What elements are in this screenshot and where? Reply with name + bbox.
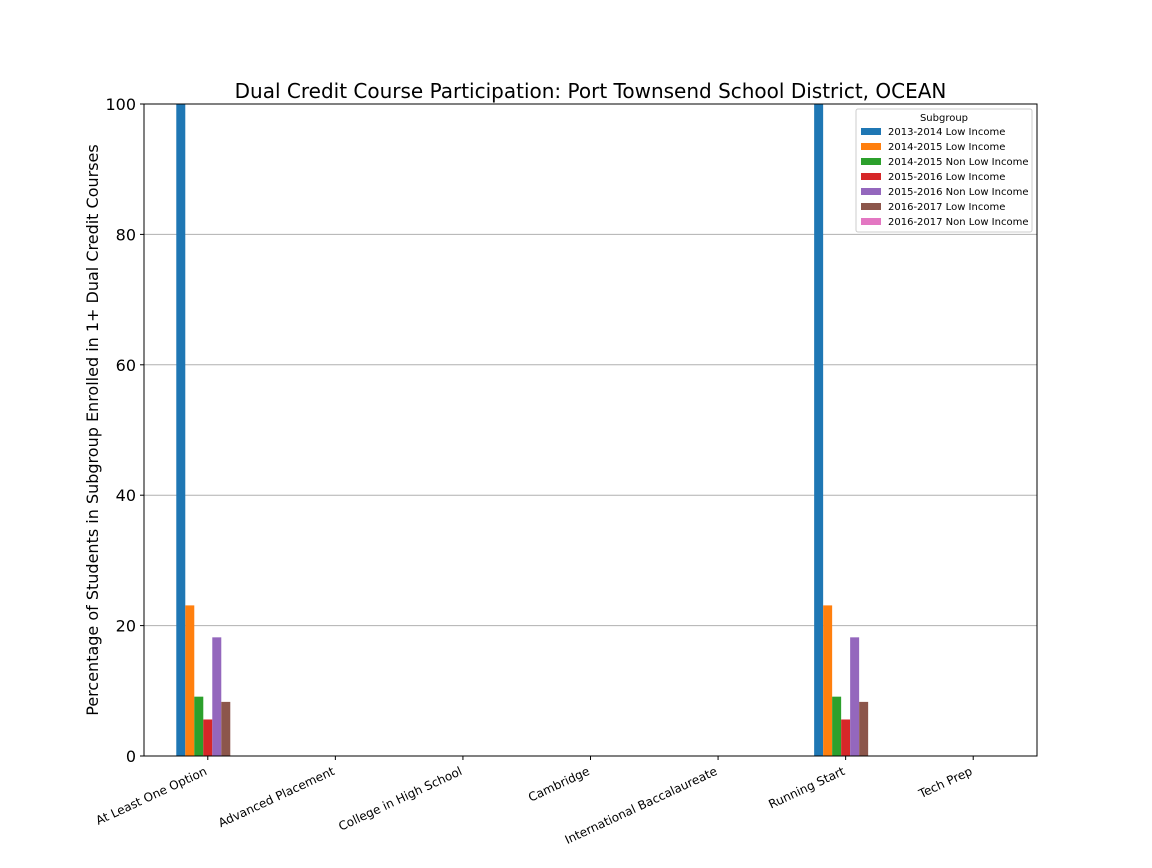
legend-label: 2015-2016 Non Low Income xyxy=(888,187,1028,198)
bar xyxy=(859,701,869,756)
bar xyxy=(194,696,204,756)
legend-swatch xyxy=(861,203,881,210)
bar xyxy=(221,701,231,756)
x-axis-ticks: At Least One Option Advanced Placement Col… xyxy=(94,756,975,847)
legend-label: 2014-2015 Low Income xyxy=(888,142,1005,153)
x-tick-label: Advanced Placement xyxy=(216,764,337,830)
legend-label: 2014-2015 Non Low Income xyxy=(888,157,1028,168)
bar xyxy=(212,637,222,756)
y-axis-label: Percentage of Students in Subgroup Enrol… xyxy=(83,144,102,715)
y-tick-label: 80 xyxy=(116,225,136,244)
x-tick-label: Running Start xyxy=(766,764,847,812)
bar xyxy=(176,104,186,756)
bar xyxy=(850,637,860,756)
legend-swatch xyxy=(861,188,881,195)
y-tick-label: 0 xyxy=(126,747,136,766)
legend-title: Subgroup xyxy=(920,113,968,124)
bar xyxy=(814,104,824,756)
chart-title: Dual Credit Course Participation: Port T… xyxy=(235,79,947,103)
y-tick-label: 40 xyxy=(116,486,136,505)
x-tick-label: Cambridge xyxy=(526,764,592,805)
legend-label: 2016-2017 Non Low Income xyxy=(888,217,1028,228)
y-axis-ticks: 0 20 40 60 80 100 xyxy=(105,95,144,766)
y-tick-label: 100 xyxy=(105,95,136,114)
gridlines xyxy=(144,233,1037,627)
legend-label: 2016-2017 Low Income xyxy=(888,202,1005,213)
legend-swatch xyxy=(861,218,881,225)
y-tick-label: 20 xyxy=(116,617,136,636)
x-tick-label: College in High School xyxy=(336,764,464,834)
bar xyxy=(841,719,851,756)
legend-swatch xyxy=(861,143,881,150)
legend-swatch xyxy=(861,128,881,135)
legend: Subgroup 2013-2014 Low Income 2014-2015 L… xyxy=(855,108,1033,233)
bar xyxy=(832,696,842,756)
x-tick-label: Tech Prep xyxy=(916,764,975,801)
legend-swatch xyxy=(861,158,881,165)
legend-label: 2013-2014 Low Income xyxy=(888,127,1005,138)
bars xyxy=(176,104,869,756)
y-tick-label: 60 xyxy=(116,356,136,375)
bar xyxy=(823,605,833,756)
legend-items: 2013-2014 Low Income 2014-2015 Low Income… xyxy=(861,127,1028,228)
x-tick-label: At Least One Option xyxy=(94,764,209,828)
legend-label: 2015-2016 Low Income xyxy=(888,172,1005,183)
bar xyxy=(185,605,195,756)
legend-swatch xyxy=(861,173,881,180)
bar xyxy=(203,719,213,756)
legend-box xyxy=(855,108,1033,233)
